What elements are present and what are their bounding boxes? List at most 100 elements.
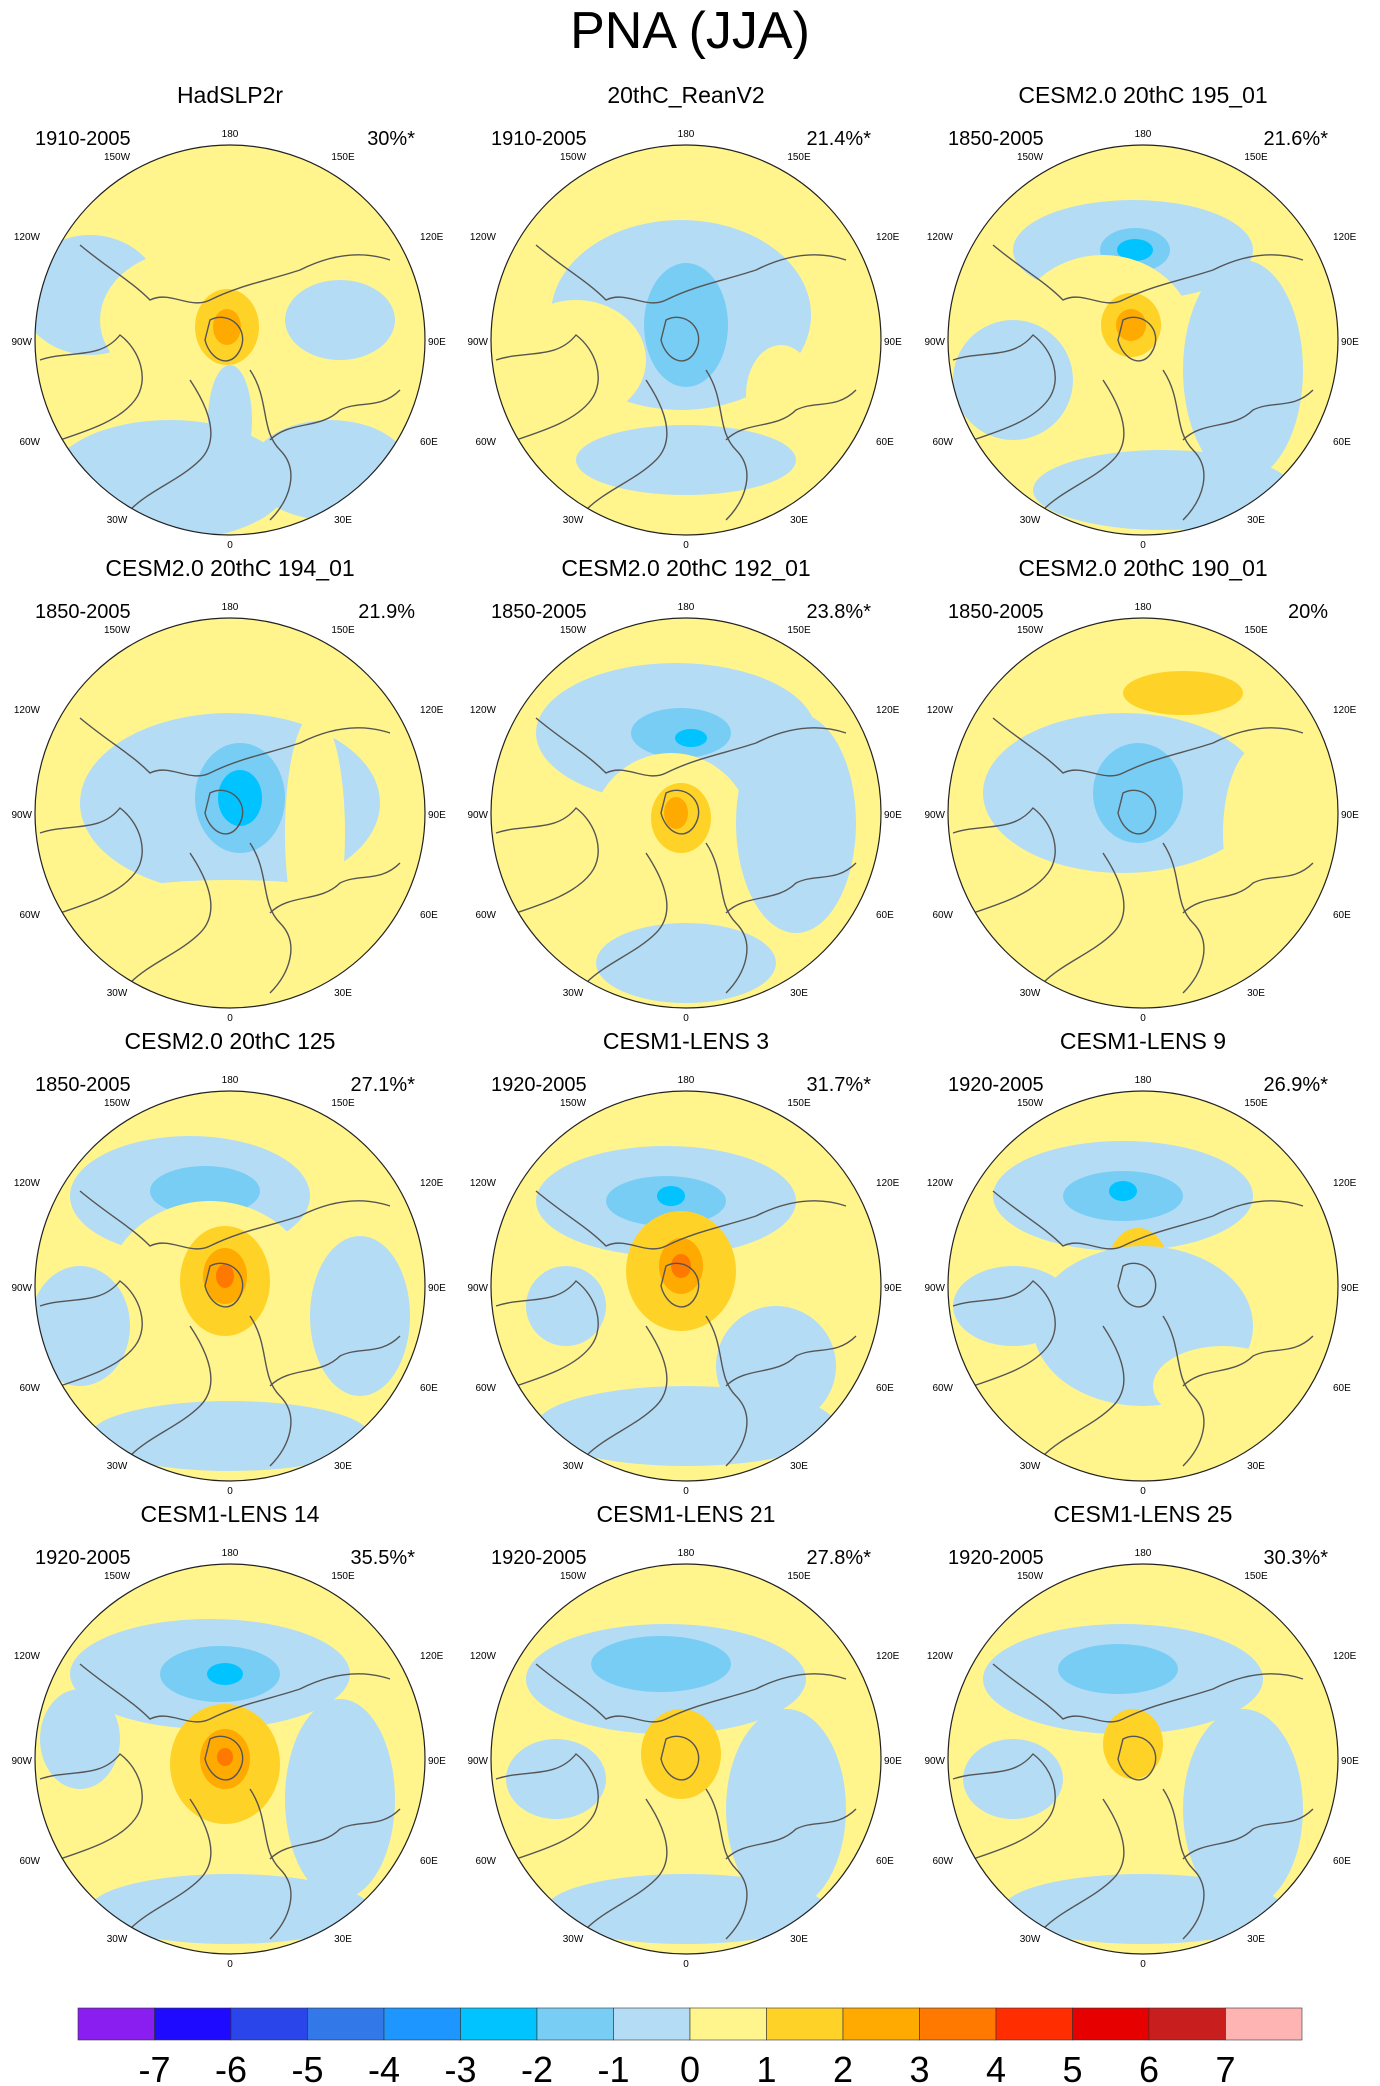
coastline <box>249 1315 292 1467</box>
coastline <box>204 1262 244 1308</box>
longitude-label: 0 <box>227 540 233 551</box>
map-panel-9: CESM1-LENS 9 1920-2005 26.9%* 180 150W 150E 12… <box>924 1028 1359 1497</box>
longitude-label: 150W <box>560 625 587 636</box>
longitude-label: 0 <box>1140 540 1146 551</box>
coastline <box>495 334 599 441</box>
longitude-label: 0 <box>1140 1486 1146 1497</box>
longitude-label: 120E <box>1333 232 1357 243</box>
coastline <box>992 1190 1304 1250</box>
panel-title: CESM2.0 20thC 190_01 <box>1018 555 1267 581</box>
longitude-label: 120E <box>876 1651 900 1662</box>
panel-period: 1850-2005 <box>491 601 587 623</box>
coastlines <box>39 1190 401 1467</box>
anomaly-contour <box>1123 671 1243 715</box>
map-field <box>491 1564 881 1954</box>
map-panel-5: CESM2.0 20thC 192_01 1850-2005 23.8%* 180 15… <box>467 555 902 1024</box>
map-border <box>490 617 882 1009</box>
map-field <box>491 618 881 1008</box>
panel-percent: 27.8%* <box>807 1547 872 1569</box>
anomaly-contour <box>1223 743 1303 923</box>
longitude-label: 90W <box>11 1756 32 1767</box>
colorbar-label: -5 <box>291 2049 323 2086</box>
colorbar-swatch <box>766 2007 844 2041</box>
coastline <box>585 1325 668 1457</box>
longitude-label: 0 <box>683 1959 689 1970</box>
coastline <box>249 842 292 994</box>
coastlines <box>495 717 857 994</box>
coastline <box>705 1788 748 1940</box>
coastline <box>952 1753 1056 1860</box>
map-border <box>947 1563 1339 1955</box>
longitude-label: 60W <box>475 1856 496 1867</box>
anomaly-contour <box>1058 1644 1178 1694</box>
longitude-label: 60E <box>420 1383 438 1394</box>
panel-period: 1850-2005 <box>35 601 131 623</box>
longitude-label: 90W <box>924 337 945 348</box>
panel-title: CESM1-LENS 21 <box>597 1501 776 1527</box>
longitude-label: 90E <box>428 1756 446 1767</box>
coastline <box>725 1335 857 1387</box>
map-border <box>490 1090 882 1482</box>
longitude-label: 120E <box>1333 1651 1357 1662</box>
longitude-label: 60W <box>932 910 953 921</box>
anomaly-contour <box>35 1266 130 1386</box>
longitude-label: 150E <box>331 1098 355 1109</box>
map-field <box>35 1091 425 1481</box>
coastlines <box>495 1190 857 1467</box>
longitude-label: 60W <box>932 1856 953 1867</box>
coastline <box>1162 1788 1205 1940</box>
colorbar-swatch <box>919 2007 997 2041</box>
figure-title: PNA (JJA) <box>570 2 810 60</box>
panel-percent: 23.8%* <box>807 601 872 623</box>
anomaly-contour <box>641 1709 721 1799</box>
colorbar-swatch <box>307 2007 385 2041</box>
coastline <box>1117 316 1157 362</box>
coastline <box>495 807 599 914</box>
colorbar-label: 1 <box>756 2049 776 2086</box>
panel-title: HadSLP2r <box>177 82 283 108</box>
anomaly-contour <box>526 1266 606 1346</box>
coastline <box>585 1798 668 1930</box>
longitude-label: 120W <box>927 705 954 716</box>
coastline <box>660 789 700 835</box>
anomaly-contour <box>90 1874 370 1944</box>
longitude-label: 90E <box>884 1283 902 1294</box>
longitude-label: 150W <box>1017 625 1044 636</box>
colorbar-label: 0 <box>680 2049 700 2086</box>
panel-title: CESM1-LENS 14 <box>141 1501 320 1527</box>
map-field <box>948 145 1338 535</box>
coastline <box>725 1808 857 1860</box>
anomaly-contour <box>536 1386 836 1466</box>
panel-title: CESM1-LENS 3 <box>603 1028 769 1054</box>
longitude-label: 180 <box>1135 129 1152 140</box>
coastline <box>495 1753 599 1860</box>
map-panel-7: CESM2.0 20thC 125 1850-2005 27.1%* 180 150W 1… <box>11 1028 446 1497</box>
panel-percent: 21.9% <box>358 601 415 623</box>
map-panel-4: CESM2.0 20thC 194_01 1850-2005 21.9% 180 150… <box>11 555 446 1024</box>
longitude-label: 180 <box>1135 1075 1152 1086</box>
coastline <box>1182 389 1314 441</box>
longitude-label: 90E <box>428 337 446 348</box>
anomaly-contour <box>596 923 776 1003</box>
longitude-label: 60E <box>420 910 438 921</box>
longitude-label: 90E <box>1341 1756 1359 1767</box>
panel-title: CESM2.0 20thC 194_01 <box>105 555 354 581</box>
coastline <box>39 1280 143 1387</box>
coastline <box>535 717 847 777</box>
map-panel-8: CESM1-LENS 3 1920-2005 31.7%* 180 150W 150E 12… <box>467 1028 902 1497</box>
coastlines <box>495 244 857 521</box>
anomaly-contour <box>1003 1874 1283 1944</box>
anomaly-contour <box>664 797 688 829</box>
anomaly-contour <box>506 300 646 420</box>
longitude-label: 60W <box>932 1383 953 1394</box>
longitude-label: 0 <box>1140 1013 1146 1024</box>
longitude-label: 90E <box>428 1283 446 1294</box>
longitude-label: 150W <box>104 1571 131 1582</box>
longitude-label: 30E <box>790 515 808 526</box>
anomaly-contour <box>310 1236 410 1396</box>
longitude-label: 120E <box>420 232 444 243</box>
longitude-label: 60W <box>19 1383 40 1394</box>
longitude-label: 120W <box>14 1178 41 1189</box>
anomaly-contour <box>40 1689 120 1789</box>
longitude-label: 60E <box>876 910 894 921</box>
